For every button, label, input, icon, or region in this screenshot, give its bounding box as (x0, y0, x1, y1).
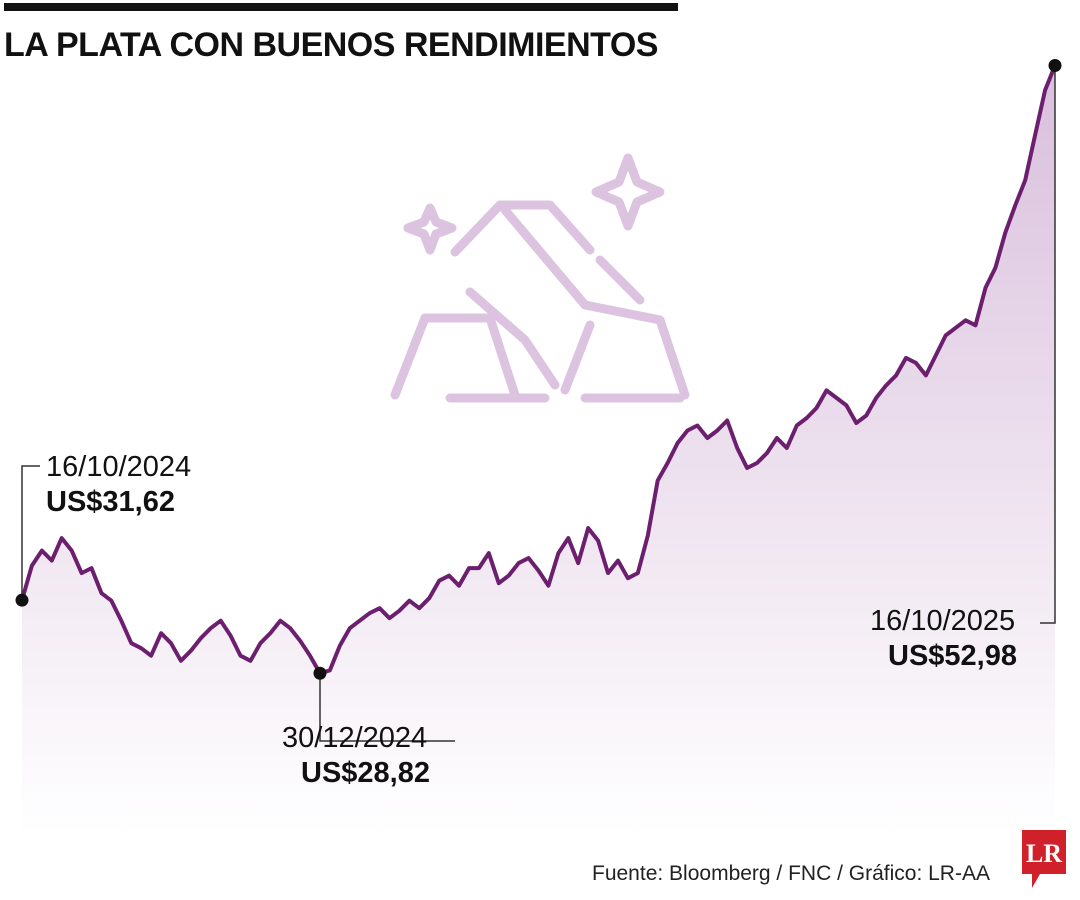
top-rule (4, 3, 678, 11)
annotation-points (15, 59, 1062, 680)
area-fill (22, 65, 1055, 835)
low-value-label: US$28,82 (301, 757, 430, 789)
low-date-label: 30/12/2024 (282, 722, 428, 754)
price-line (20, 63, 1057, 676)
end-date-label: 16/10/2025 (870, 605, 1016, 637)
low-point (313, 666, 327, 680)
end-value-label: US$52,98 (888, 640, 1017, 672)
annotation-leaders (21, 65, 1056, 742)
end-leader (1040, 65, 1056, 624)
source-note: Fuente: Bloomberg / FNC / Gráfico: LR-AA (592, 862, 990, 885)
low-leader (319, 673, 455, 742)
start-leader (21, 465, 40, 601)
end-point (1048, 59, 1062, 73)
lr-logo: LR (1022, 830, 1066, 888)
start-date-label: 16/10/2024 (46, 451, 192, 483)
chart-title: LA PLATA CON BUENOS RENDIMIENTOS (4, 26, 658, 64)
logo-text: LR (1026, 839, 1062, 868)
silver-bars-icon (390, 153, 690, 403)
start-value-label: US$31,62 (46, 486, 175, 518)
start-point (15, 593, 29, 607)
